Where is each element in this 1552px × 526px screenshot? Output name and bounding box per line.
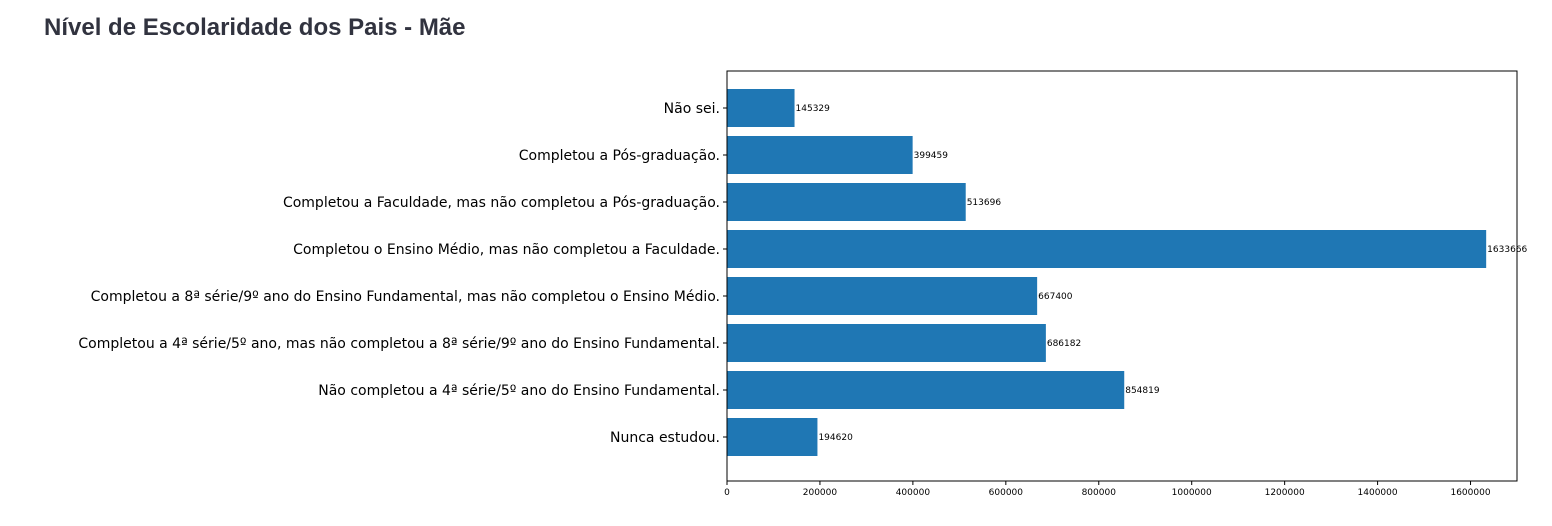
x-tick-label: 800000 (1082, 488, 1117, 498)
bar (727, 89, 795, 127)
category-label: Completou a 4ª série/5º ano, mas não com… (78, 336, 720, 352)
x-tick-label: 0 (724, 488, 730, 498)
value-label: 667400 (1038, 292, 1073, 302)
bars-group (727, 89, 1487, 456)
bar (727, 136, 913, 174)
category-label: Nunca estudou. (610, 430, 720, 446)
category-label: Não completou a 4ª série/5º ano do Ensin… (318, 383, 720, 399)
bar (727, 324, 1046, 362)
category-label: Completou o Ensino Médio, mas não comple… (293, 242, 720, 258)
x-tick-label: 1600000 (1450, 488, 1490, 498)
value-label: 686182 (1047, 339, 1081, 349)
category-label: Completou a Faculdade, mas não completou… (283, 195, 720, 211)
x-tick-label: 400000 (896, 488, 931, 498)
value-label: 194620 (818, 433, 853, 443)
bar (727, 230, 1487, 268)
value-label: 399459 (914, 151, 949, 161)
bar (727, 277, 1038, 315)
x-tick-label: 1200000 (1265, 488, 1305, 498)
value-label: 854819 (1125, 386, 1160, 396)
value-label: 145329 (796, 104, 831, 114)
bar (727, 183, 966, 221)
plot-frame (726, 70, 1518, 482)
page-title: Nível de Escolaridade dos Pais - Mãe (44, 14, 466, 41)
x-tick-label: 1400000 (1358, 488, 1398, 498)
x-tick-label: 200000 (803, 488, 838, 498)
bar (727, 418, 818, 456)
category-label: Completou a 8ª série/9º ano do Ensino Fu… (91, 289, 720, 305)
category-label: Completou a Pós-graduação. (519, 148, 720, 164)
category-label: Não sei. (664, 101, 720, 117)
x-axis: 0 200000 400000 600000 800000 1000000 1200000 1… (724, 481, 1491, 498)
value-label: 513696 (967, 198, 1002, 208)
bar (727, 371, 1125, 409)
x-tick-label: 1000000 (1172, 488, 1212, 498)
category-labels: Não sei. Completou a Pós-graduação. Comple… (78, 101, 727, 446)
value-labels: 145329 399459 513696 1633666 667400 686182 854… (796, 104, 1528, 443)
x-tick-label: 600000 (989, 488, 1024, 498)
value-label: 1633666 (1487, 245, 1527, 255)
